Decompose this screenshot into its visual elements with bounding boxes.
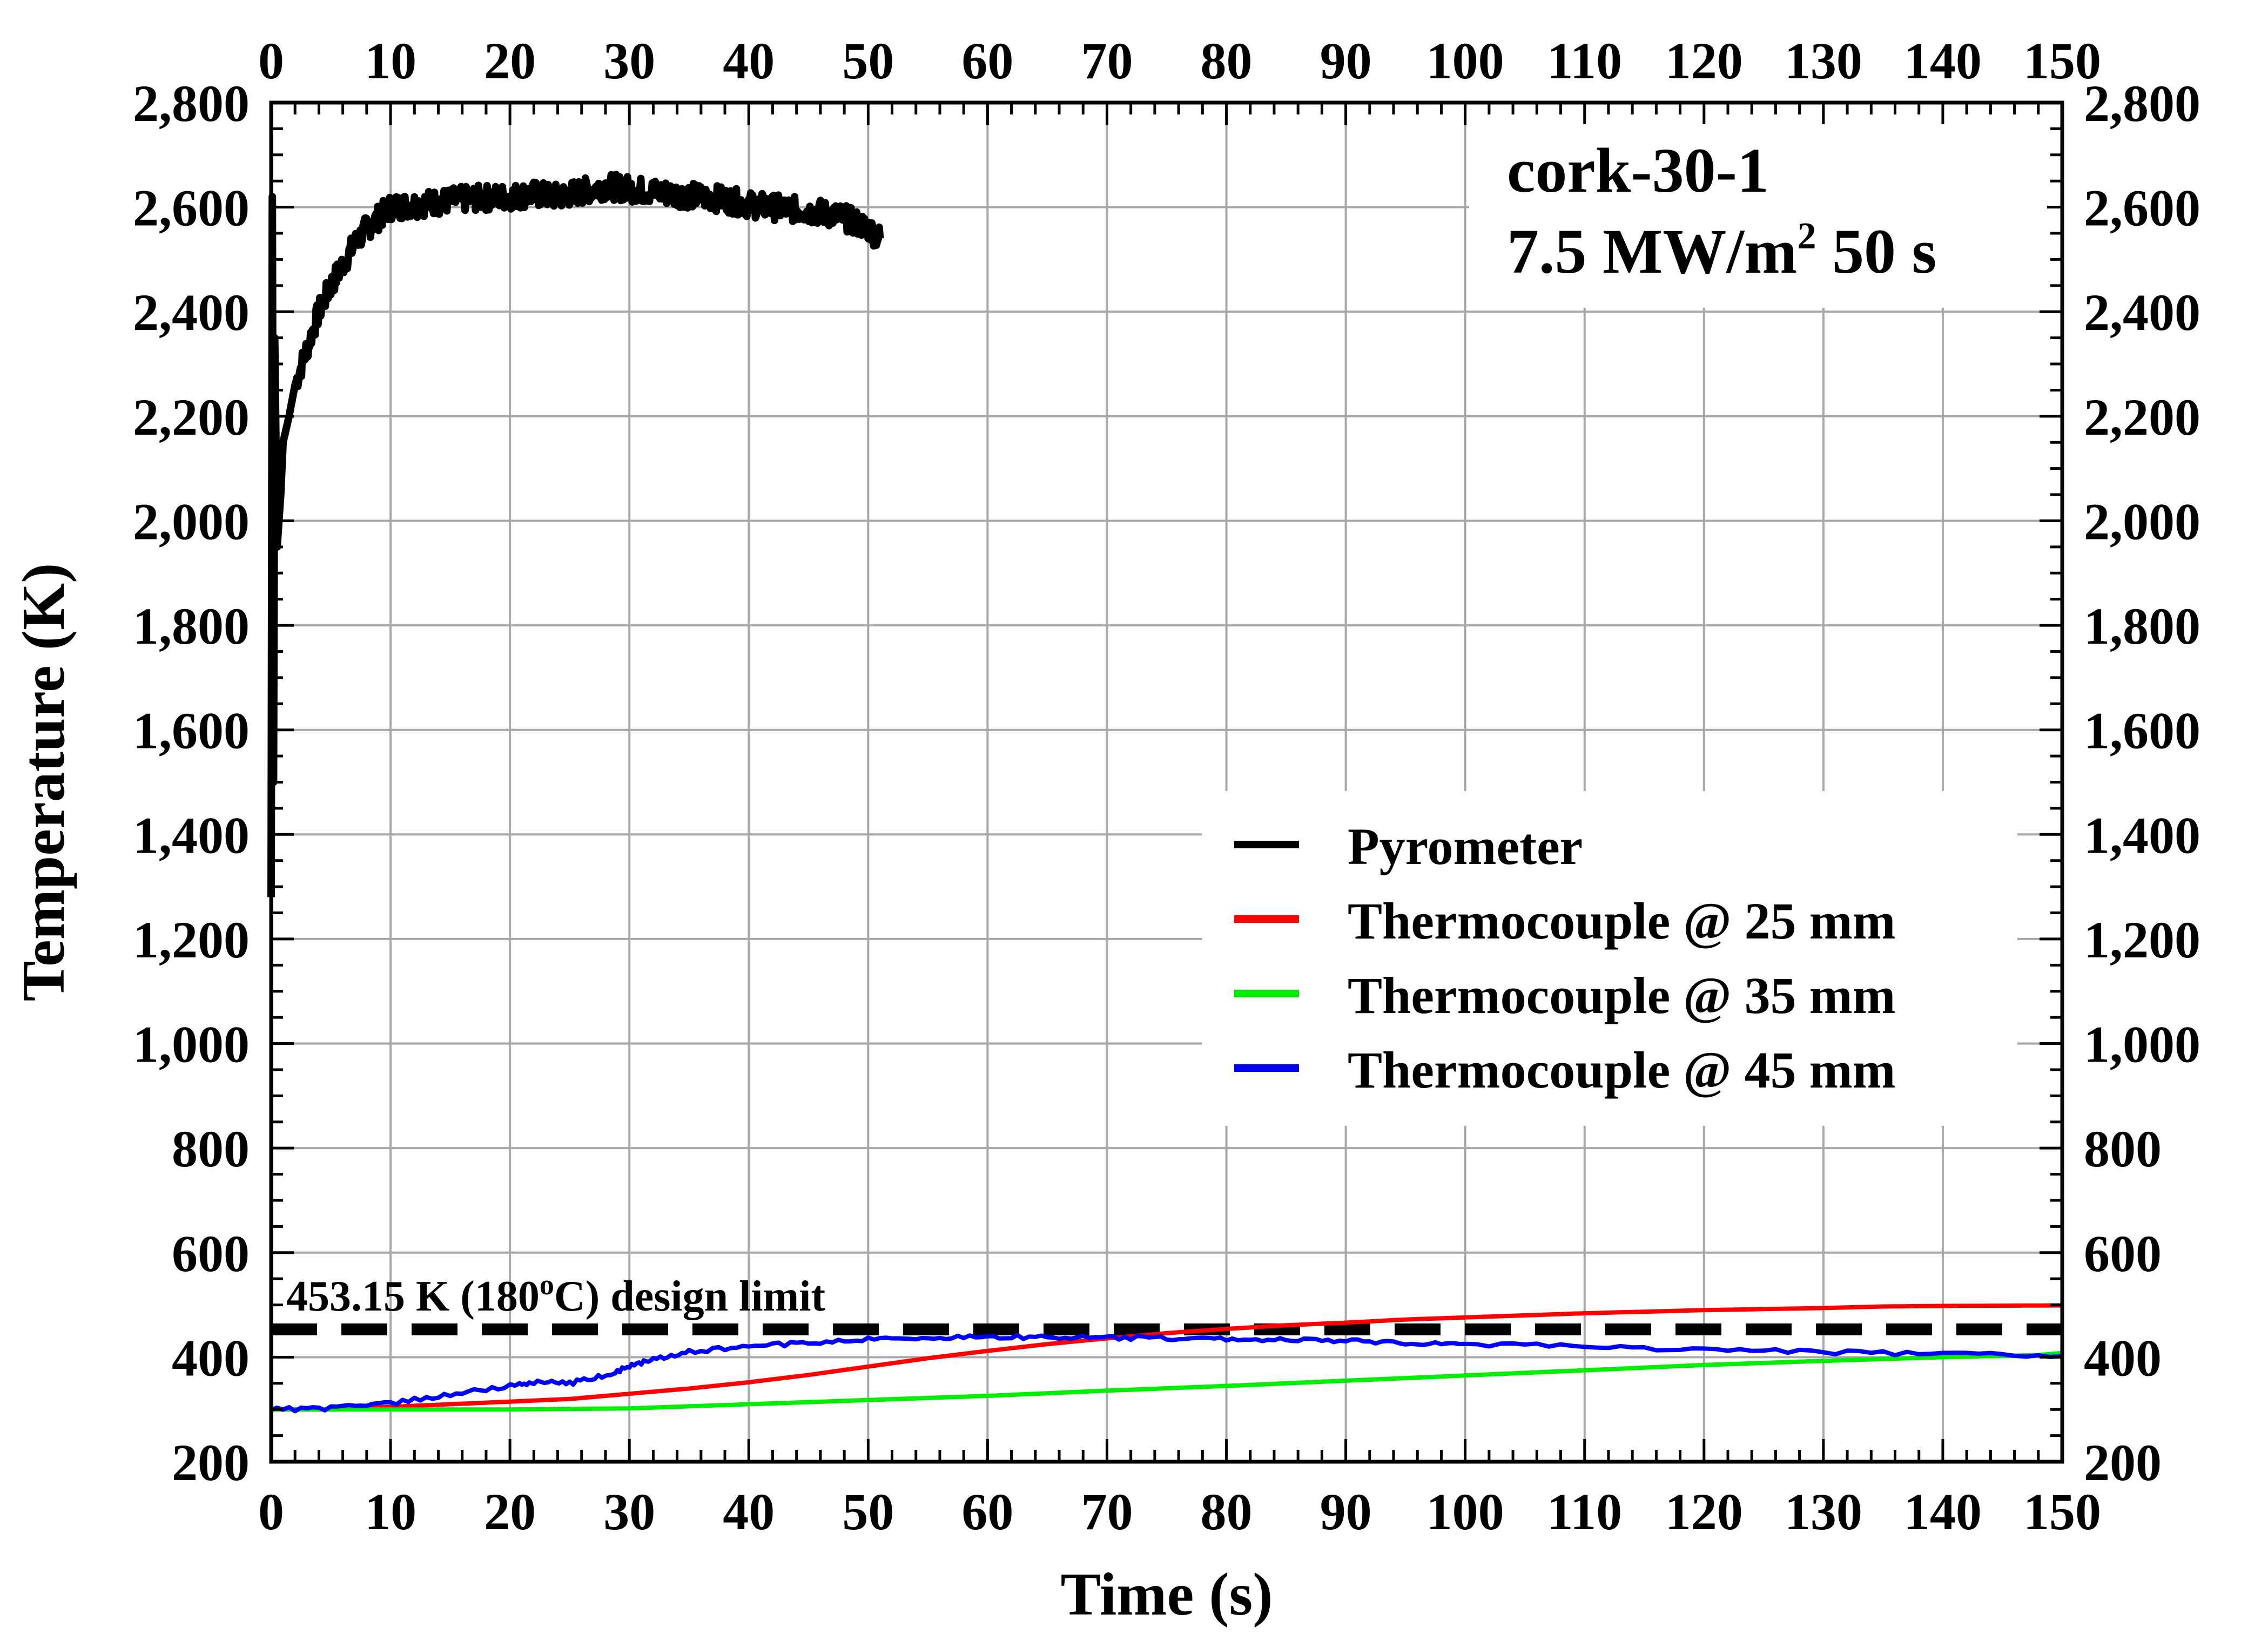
x-tick-label: 120 (1665, 1483, 1743, 1541)
y-tick-label: 1,800 (133, 597, 250, 655)
annotation-condition-superscript: 2 (1797, 215, 1816, 257)
y-tick-label: 600 (172, 1225, 250, 1282)
annotation-condition-prefix: 7.5 MW/m (1507, 216, 1797, 287)
y-right-tick-label: 1,800 (2084, 597, 2200, 655)
y-axis-title: Temperature (K) (10, 563, 77, 1002)
axis-tick-labels: 0 0 10 10 20 20 30 30 40 40 50 50 60 60 70 70 80 80 90 90 10… (133, 32, 2200, 1541)
design-limit-label-superscript: o (540, 1268, 554, 1301)
x-top-tick-label: 30 (603, 32, 655, 90)
annotation-sample-name: cork-30-1 (1507, 135, 1769, 206)
y-tick-label: 800 (172, 1120, 250, 1178)
y-tick-label: 2,200 (133, 388, 250, 446)
x-top-tick-label: 80 (1201, 32, 1253, 90)
x-tick-label: 140 (1904, 1483, 1982, 1541)
series-line-pyrometer (267, 171, 884, 897)
y-tick-label: 2,400 (133, 283, 250, 341)
series-line-thermocouple-25mm (271, 1303, 2063, 1412)
data-series (267, 171, 2063, 1414)
annotation-box: cork-30-1 7.5 MW/m2 50 s (1469, 124, 2047, 308)
y-tick-label: 1,600 (133, 702, 250, 760)
annotation-condition: 7.5 MW/m2 50 s (1507, 215, 1936, 287)
design-limit-label: 453.15 K (180oC) design limit (286, 1268, 825, 1320)
x-tick-label: 80 (1201, 1483, 1253, 1541)
x-top-tick-label: 100 (1426, 32, 1504, 90)
x-top-tick-label: 60 (961, 32, 1013, 90)
x-top-tick-label: 10 (365, 32, 416, 90)
y-right-tick-label: 1,400 (2084, 806, 2200, 864)
x-tick-label: 150 (2023, 1483, 2101, 1541)
x-axis-title: Time (s) (1061, 1561, 1273, 1628)
legend: Pyrometer Thermocouple @ 25 mm Thermocoupl… (1202, 791, 2017, 1126)
x-tick-label: 30 (603, 1483, 655, 1541)
x-tick-label: 40 (723, 1483, 775, 1541)
y-right-tick-label: 400 (2084, 1329, 2162, 1387)
x-tick-label: 0 (258, 1483, 284, 1541)
y-right-tick-label: 1,000 (2084, 1016, 2200, 1073)
series-line-thermocouple-45mm (270, 1333, 2063, 1414)
y-right-tick-label: 2,000 (2084, 492, 2200, 550)
x-top-tick-label: 110 (1547, 32, 1622, 90)
series-line-thermocouple-35mm (271, 1350, 2063, 1412)
x-tick-label: 100 (1426, 1483, 1504, 1541)
y-tick-label: 400 (172, 1329, 250, 1387)
x-top-tick-label: 70 (1081, 32, 1133, 90)
y-right-tick-label: 200 (2084, 1434, 2162, 1491)
y-tick-label: 2,000 (133, 492, 250, 550)
annotation-condition-suffix: 50 s (1816, 216, 1936, 287)
x-top-tick-label: 0 (258, 32, 284, 90)
y-tick-label: 1,000 (133, 1016, 250, 1073)
y-tick-label: 2,600 (133, 179, 250, 237)
x-top-tick-label: 130 (1785, 32, 1862, 90)
y-right-tick-label: 2,200 (2084, 388, 2200, 446)
y-right-tick-label: 2,400 (2084, 283, 2200, 341)
grid-lines (270, 102, 2063, 1463)
y-tick-label: 200 (172, 1434, 250, 1491)
axis-ticks (270, 101, 2064, 1463)
y-right-tick-label: 2,600 (2084, 179, 2200, 237)
y-tick-label: 1,200 (133, 911, 250, 969)
legend-label-thermocouple---25-mm: Thermocouple @ 25 mm (1348, 892, 1896, 950)
y-right-tick-label: 800 (2084, 1120, 2162, 1178)
y-right-tick-label: 1,600 (2084, 702, 2200, 760)
x-tick-label: 90 (1320, 1483, 1372, 1541)
y-right-tick-label: 1,200 (2084, 911, 2200, 969)
y-right-tick-label: 2,800 (2084, 75, 2200, 132)
x-top-tick-label: 140 (1904, 32, 1982, 90)
legend-label-pyrometer: Pyrometer (1348, 818, 1583, 875)
y-tick-label: 1,400 (133, 806, 250, 864)
x-tick-label: 70 (1081, 1483, 1133, 1541)
x-tick-label: 130 (1785, 1483, 1862, 1541)
y-tick-label: 2,800 (133, 75, 250, 132)
x-tick-label: 20 (484, 1483, 536, 1541)
x-top-tick-label: 20 (484, 32, 536, 90)
x-top-tick-label: 50 (842, 32, 894, 90)
x-top-tick-label: 120 (1665, 32, 1743, 90)
design-limit-label-prefix: 453.15 K (180 (286, 1273, 540, 1320)
x-tick-label: 10 (365, 1483, 416, 1541)
x-tick-label: 60 (961, 1483, 1013, 1541)
x-tick-label: 50 (842, 1483, 894, 1541)
design-limit-label-suffix: C) design limit (554, 1273, 826, 1320)
legend-background (1202, 791, 2017, 1126)
legend-label-thermocouple---45-mm: Thermocouple @ 45 mm (1348, 1041, 1896, 1099)
x-top-tick-label: 150 (2023, 32, 2101, 90)
y-right-tick-label: 600 (2084, 1225, 2162, 1282)
legend-label-thermocouple---35-mm: Thermocouple @ 35 mm (1348, 967, 1896, 1024)
x-top-tick-label: 40 (723, 32, 775, 90)
x-top-tick-label: 90 (1320, 32, 1372, 90)
x-tick-label: 110 (1547, 1483, 1622, 1541)
